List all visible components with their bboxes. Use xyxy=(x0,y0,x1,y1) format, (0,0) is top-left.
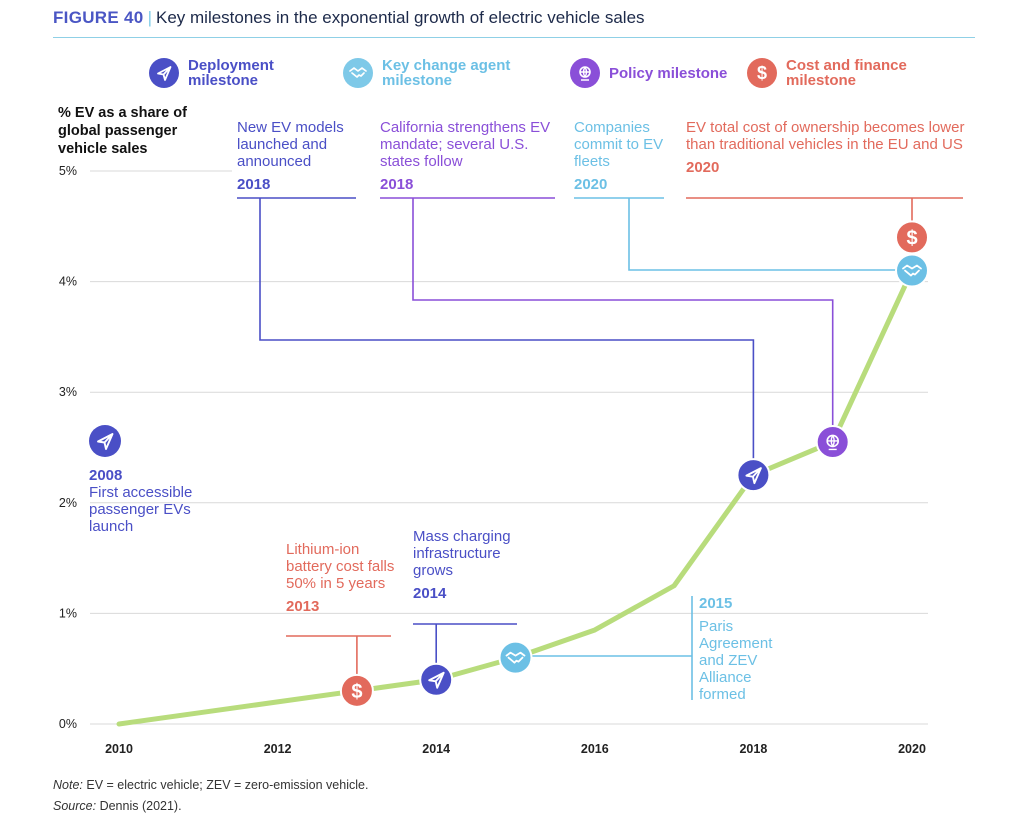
header-rule xyxy=(53,37,975,38)
paper-plane-icon xyxy=(149,58,179,88)
source-label: Source: xyxy=(53,799,97,813)
y-tick-label: 2% xyxy=(59,496,77,510)
annotation-2015: 2015 Paris Agreement and ZEV Alliance fo… xyxy=(699,595,799,703)
x-tick-label: 2014 xyxy=(422,742,450,756)
y-tick-label: 0% xyxy=(59,717,77,731)
annotation-year: 2013 xyxy=(286,598,320,615)
annotation-text: Companies commit to EV fleets xyxy=(574,119,664,170)
handshake-icon xyxy=(895,253,929,288)
callout-connector xyxy=(628,198,912,271)
gridlines xyxy=(90,170,928,725)
x-tick-labels: 2010 2012 2014 2016 2018 2020 xyxy=(105,742,926,756)
annotation-2020-cost: EV total cost of ownership becomes lower… xyxy=(686,119,971,176)
header-separator: | xyxy=(147,8,152,27)
svg-text:$: $ xyxy=(351,681,362,703)
y-axis-title: % EV as a share of global passenger vehi… xyxy=(58,105,187,157)
annotation-text: New EV models launched and announced xyxy=(237,119,344,170)
annotation-text: Mass charging infrastructure grows xyxy=(413,528,511,579)
annotation-2008: 2008 First accessible passenger EVs laun… xyxy=(89,467,199,535)
y-tick-label: 1% xyxy=(59,606,77,620)
annotation-2013: Lithium-ion battery cost falls 50% in 5 … xyxy=(286,541,396,615)
milestone-marker-cost: $ xyxy=(895,220,929,255)
legend-deployment: Deployment milestone xyxy=(149,58,328,88)
handshake-icon xyxy=(498,640,533,675)
x-tick-label: 2016 xyxy=(581,742,609,756)
milestone-marker-agent xyxy=(498,640,533,675)
milestone-marker-cost: $ xyxy=(339,673,374,708)
callout-connectors xyxy=(237,197,963,700)
annotation-year: 2015 xyxy=(699,595,733,612)
annotation-year: 2020 xyxy=(686,159,720,176)
x-tick-label: 2010 xyxy=(105,742,133,756)
y-tick-labels: 0% 1% 2% 3% 4% 5% xyxy=(59,164,77,731)
figure-label: FIGURE 40 xyxy=(53,8,144,27)
x-tick-label: 2018 xyxy=(739,742,767,756)
callout-connector xyxy=(412,198,834,442)
milestone-marker-agent xyxy=(895,253,929,288)
annotation-year: 2018 xyxy=(380,176,414,193)
annotation-text: First accessible passenger EVs launch xyxy=(89,484,193,535)
figure-header: FIGURE 40 | Key milestones in the exponent… xyxy=(53,8,645,28)
annotation-2014: Mass charging infrastructure grows 2014 xyxy=(413,528,528,602)
source-text: Dennis (2021). xyxy=(99,799,182,813)
annotation-year: 2020 xyxy=(574,176,608,193)
annotation-text: EV total cost of ownership becomes lower… xyxy=(686,119,965,153)
paper-plane-icon xyxy=(89,425,121,457)
annotation-year: 2014 xyxy=(413,585,447,602)
legend-label-policy: Policy milestone xyxy=(609,64,728,82)
globe-gavel-icon xyxy=(815,424,850,459)
milestone-marker-deployment xyxy=(736,458,771,493)
annotation-text: Paris Agreement and ZEV Alliance formed xyxy=(699,618,773,703)
legend-label-cost: Cost and finance milestone xyxy=(786,57,907,89)
annotation-2018-policy: California strengthens EV mandate; sever… xyxy=(380,119,560,193)
svg-text:$: $ xyxy=(906,227,917,249)
legend-cost: $ Cost and finance milestone xyxy=(747,58,946,88)
annotation-2020-agent: Companies commit to EV fleets 2020 xyxy=(574,119,669,193)
legend-policy: Policy milestone xyxy=(570,58,749,88)
legend-agent: Key change agent milestone xyxy=(343,58,522,88)
milestone-markers: $$ xyxy=(339,220,929,708)
figure-title: Key milestones in the exponential growth… xyxy=(155,8,645,27)
note-text: EV = electric vehicle; ZEV = zero-emissi… xyxy=(86,778,369,792)
y-tick-label: 4% xyxy=(59,275,77,289)
milestone-marker-deployment xyxy=(419,662,454,697)
annotation-year: 2008 xyxy=(89,467,123,484)
callout-connector xyxy=(259,198,755,476)
globe-gavel-icon xyxy=(570,58,600,88)
y-tick-label: 5% xyxy=(59,164,77,178)
dollar-icon xyxy=(339,673,374,708)
milestone-marker-policy xyxy=(815,424,850,459)
annotation-text: California strengthens EV mandate; sever… xyxy=(380,119,551,170)
legend-label-deployment: Deployment milestone xyxy=(188,57,274,89)
x-tick-label: 2020 xyxy=(898,742,926,756)
note-label: Note: xyxy=(53,778,83,792)
legend-label-agent: Key change agent milestone xyxy=(382,57,511,89)
dollar-icon xyxy=(895,220,929,255)
y-tick-label: 3% xyxy=(59,385,77,399)
annotation-text: Lithium-ion battery cost falls 50% in 5 … xyxy=(286,541,395,592)
footnote: Note: EV = electric vehicle; ZEV = zero-… xyxy=(53,778,368,792)
dollar-icon: $ xyxy=(747,58,777,88)
source-line: Source: Dennis (2021). xyxy=(53,799,182,813)
handshake-icon xyxy=(343,58,373,88)
annotation-2018-deployment: New EV models launched and announced 201… xyxy=(237,119,362,193)
x-tick-label: 2012 xyxy=(264,742,292,756)
annotation-year: 2018 xyxy=(237,176,271,193)
